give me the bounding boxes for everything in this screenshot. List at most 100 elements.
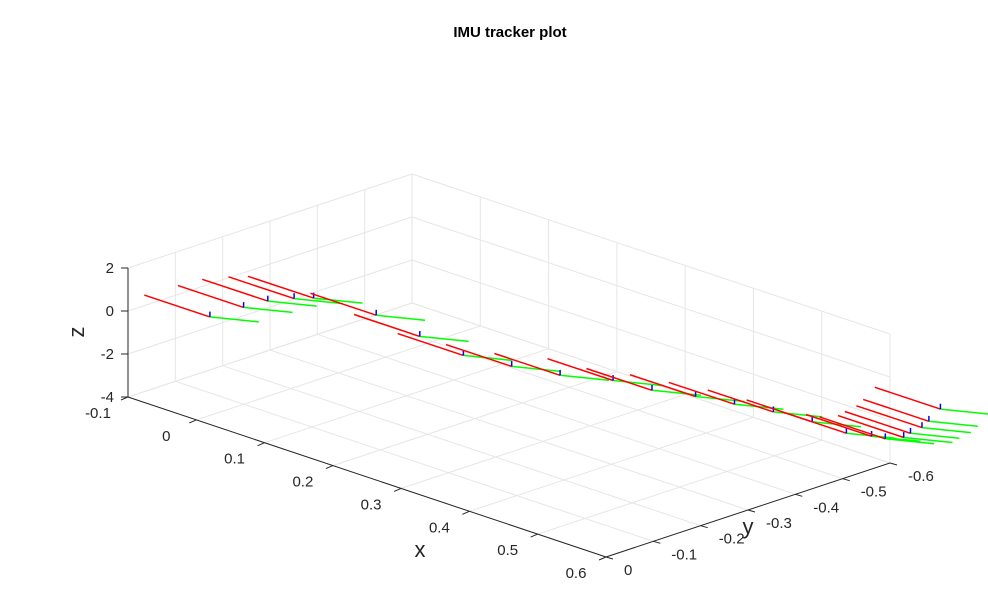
x-tick-mark [189,419,197,424]
imu-frame [586,367,701,397]
frame-x-axis [874,386,941,410]
frame-x-axis [586,367,653,392]
imu-frame [874,386,988,415]
frame-y-axis [940,408,988,415]
y-tick-label: -0.2 [719,531,745,548]
frame-x-axis [201,278,269,302]
grid-line [317,333,796,495]
frame-y-axis [910,432,960,440]
x-tick-mark [462,510,470,515]
x-tick-label: 0.2 [292,474,313,491]
frame-x-axis [397,332,464,357]
frame-x-axis [819,416,886,440]
frame-y-axis [419,335,469,343]
imu-frame [844,410,960,440]
grid-line [411,302,891,464]
x-tick-label: 0.3 [361,496,382,513]
y-tick-mark [747,509,756,513]
frame-y-axis [613,379,663,387]
frame-y-axis [209,316,259,323]
y-tick-label: -0.6 [908,468,934,485]
x-tick-mark [257,442,265,447]
imu-frame [228,276,344,305]
frame-y-axis [313,297,363,304]
grid-line [127,173,413,269]
ticks: -0.1 0 0.1 0.2 0.3 0.4 0.5 0.6 0 -0.1 -0.2 -0.3 -0.4… [85,260,934,582]
y-axis-label: y [743,514,754,539]
frame-x-axis [177,284,244,309]
frame-y-axis [903,436,953,444]
imu-frame [819,416,935,445]
x-axis-label: x [415,537,426,562]
x-tick-label: 0.5 [497,542,518,559]
frame-y-axis [267,300,317,307]
x-tick-mark [393,487,402,492]
x-tick-label: 0.4 [429,519,450,536]
frame-x-axis [844,410,911,435]
frame-y-axis [885,438,935,445]
y-tick-mark [605,556,614,560]
frame-y-axis [243,306,293,314]
imu-frame [310,292,426,321]
frame-x-axis [247,275,314,299]
imu-frame [837,414,953,444]
grid-line [175,380,654,542]
frame-y-axis [773,411,823,418]
imu-frame [707,389,823,418]
frame-y-axis [560,374,609,382]
x-tick-mark [325,465,334,470]
frame-y-axis [921,426,971,434]
z-axis-label: z [64,327,89,338]
y-tick-label: -0.1 [671,546,697,563]
frame-y-axis [376,314,426,321]
frame-x-axis [228,276,295,300]
frame-y-axis [928,420,978,427]
grid-line [411,216,891,378]
imu-frame [353,313,469,343]
imu-frame [177,284,293,314]
x-tick-label: 0.1 [224,451,245,468]
grid-line [127,259,413,355]
x-tick-label: -0.1 [85,405,111,422]
x-tick-mark [530,533,538,538]
imu-frame [856,405,971,434]
imu-frame [445,343,561,373]
y-tick-label: -0.5 [861,484,887,501]
z-tick-label: 2 [106,260,114,277]
imu-frame [494,352,609,382]
frame-x-axis [629,373,696,398]
grid-line [411,259,891,421]
frame-x-axis [547,357,614,382]
y-tick-label: 0 [624,562,632,579]
y-tick-mark [889,462,898,466]
imu-frame [144,294,259,323]
imu-frame [746,399,862,428]
x-tick-mark [598,556,607,561]
chart-title: IMU tracker plot [453,24,566,41]
y-tick-label: -0.4 [813,499,839,516]
frame-x-axis [837,414,904,439]
y-tick-mark [795,493,803,497]
frame-x-axis [144,294,211,318]
imu-frame [201,278,317,307]
frame-x-axis [856,405,923,429]
y-tick-mark [700,525,708,529]
imu-frames [144,275,988,445]
y-tick-mark [842,478,850,482]
x-axis-line [127,396,607,558]
frame-x-axis [862,398,930,423]
frame-y-axis [651,389,701,397]
frame-x-axis [668,381,735,405]
z-tick-label: 0 [106,303,114,320]
frame-x-axis [310,292,377,316]
grid-line [269,349,749,511]
frame-x-axis [780,410,847,434]
grid-line [364,318,843,480]
imu-frame [547,357,663,387]
frame-y-axis [294,297,344,305]
frame-x-axis [707,389,774,413]
frame-x-axis [445,343,512,368]
y-tick-label: -0.3 [766,515,792,532]
grid-line [411,173,891,335]
